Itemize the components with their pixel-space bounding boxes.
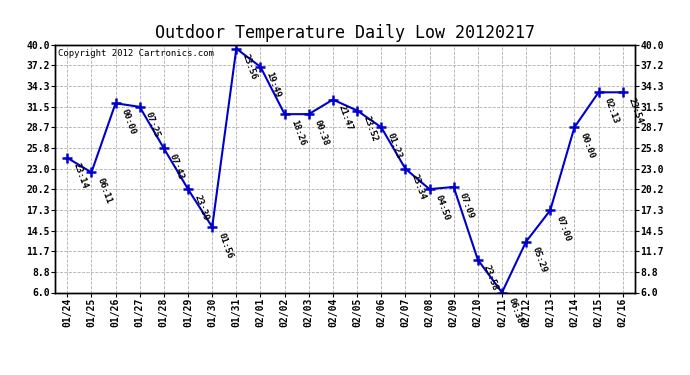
- Title: Outdoor Temperature Daily Low 20120217: Outdoor Temperature Daily Low 20120217: [155, 24, 535, 42]
- Text: 06:38: 06:38: [506, 297, 524, 325]
- Text: 02:13: 02:13: [603, 96, 620, 125]
- Text: 01:56: 01:56: [217, 231, 234, 260]
- Text: 07:25: 07:25: [144, 111, 161, 140]
- Text: 23:54: 23:54: [627, 96, 644, 125]
- Text: 04:50: 04:50: [434, 193, 451, 222]
- Text: 07:09: 07:09: [458, 191, 475, 219]
- Text: 23:52: 23:52: [362, 115, 379, 143]
- Text: 01:23: 01:23: [386, 131, 403, 160]
- Text: Copyright 2012 Cartronics.com: Copyright 2012 Cartronics.com: [58, 49, 214, 58]
- Text: 00:38: 00:38: [313, 118, 331, 147]
- Text: 23:56: 23:56: [241, 53, 258, 81]
- Text: 18:26: 18:26: [289, 118, 306, 147]
- Text: 23:34: 23:34: [410, 173, 427, 201]
- Text: 05:29: 05:29: [531, 246, 548, 274]
- Text: 07:00: 07:00: [555, 214, 572, 243]
- Text: 23:14: 23:14: [72, 162, 89, 190]
- Text: 07:43: 07:43: [168, 153, 186, 181]
- Text: 21:47: 21:47: [337, 104, 355, 132]
- Text: 00:00: 00:00: [120, 107, 137, 136]
- Text: 19:49: 19:49: [265, 71, 282, 99]
- Text: 06:11: 06:11: [96, 177, 113, 205]
- Text: 23:39: 23:39: [193, 193, 210, 222]
- Text: 00:00: 00:00: [579, 131, 596, 160]
- Text: 23:58: 23:58: [482, 264, 500, 292]
